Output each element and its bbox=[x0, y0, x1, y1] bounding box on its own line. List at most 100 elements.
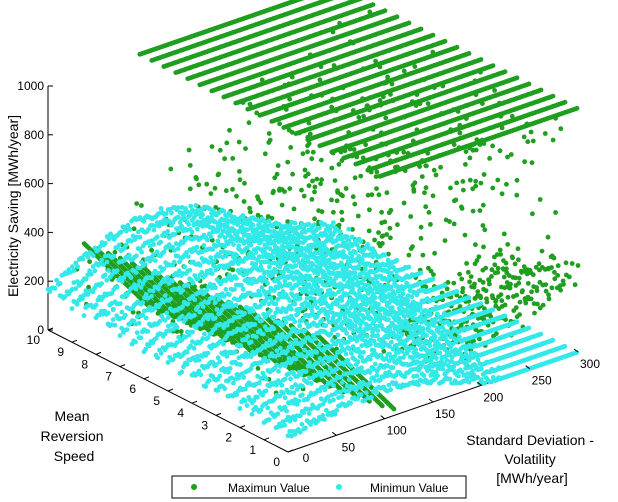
max-value-point bbox=[360, 155, 366, 161]
min-value-point bbox=[236, 216, 242, 222]
max-value-point bbox=[281, 104, 286, 109]
max-value-point bbox=[451, 221, 457, 227]
max-value-point bbox=[302, 167, 308, 173]
max-value-point bbox=[401, 200, 407, 206]
max-value-point bbox=[496, 306, 502, 311]
max-value-point bbox=[492, 88, 497, 93]
max-value-point bbox=[370, 2, 376, 7]
max-value-point bbox=[455, 109, 461, 114]
max-value-point bbox=[543, 282, 549, 287]
min-value-point bbox=[337, 229, 343, 235]
max-value-point bbox=[309, 93, 314, 98]
max-value-point bbox=[525, 294, 531, 300]
max-value-point bbox=[498, 113, 504, 119]
min-value-point bbox=[137, 234, 143, 240]
max-value-point bbox=[489, 274, 494, 279]
max-value-point bbox=[498, 292, 504, 297]
max-value-point bbox=[425, 101, 431, 106]
max-value-point bbox=[404, 51, 410, 57]
min-value-point bbox=[128, 275, 134, 280]
max-value-point bbox=[305, 171, 311, 177]
max-value-point bbox=[243, 146, 248, 152]
max-value-point bbox=[385, 77, 390, 83]
max-value-point bbox=[222, 156, 228, 162]
max-value-point bbox=[289, 129, 295, 135]
max-value-point bbox=[377, 64, 383, 70]
max-value-point bbox=[546, 292, 551, 298]
max-value-point bbox=[287, 186, 293, 192]
max-value-point bbox=[474, 258, 480, 263]
min-value-point bbox=[189, 229, 195, 235]
max-value-point bbox=[241, 199, 247, 204]
max-value-point bbox=[428, 222, 433, 227]
max-value-point bbox=[385, 152, 391, 158]
max-value-point bbox=[499, 284, 504, 290]
min-value-point bbox=[221, 208, 227, 214]
max-value-point bbox=[240, 100, 246, 105]
max-value-point bbox=[504, 181, 509, 187]
max-value-point bbox=[467, 155, 473, 161]
max-value-point bbox=[461, 187, 466, 193]
min-value-point bbox=[306, 235, 311, 241]
max-value-point bbox=[426, 265, 431, 271]
max-value-point bbox=[422, 190, 427, 196]
max-value-point bbox=[319, 92, 325, 98]
max-value-point bbox=[360, 66, 366, 72]
max-value-point bbox=[410, 138, 416, 144]
max-value-point bbox=[507, 285, 513, 291]
max-value-point bbox=[134, 201, 140, 207]
max-value-point bbox=[536, 261, 542, 267]
max-value-point bbox=[377, 98, 383, 103]
max-value-point bbox=[360, 96, 365, 101]
max-value-point bbox=[433, 172, 439, 178]
min-value-point bbox=[75, 264, 80, 270]
max-value-point bbox=[501, 231, 507, 237]
max-value-point bbox=[519, 289, 525, 295]
min-value-point bbox=[158, 239, 164, 245]
max-value-point bbox=[425, 150, 431, 156]
min-value-point bbox=[331, 220, 336, 226]
max-value-point bbox=[352, 175, 358, 181]
max-value-point bbox=[454, 180, 460, 186]
max-value-point bbox=[481, 244, 486, 250]
max-value-point bbox=[374, 169, 380, 175]
max-value-point bbox=[193, 175, 199, 180]
min-value-point bbox=[111, 306, 116, 312]
max-value-point bbox=[558, 126, 564, 132]
max-value-point bbox=[531, 301, 537, 306]
max-value-point bbox=[563, 260, 569, 266]
min-value-point bbox=[69, 306, 75, 311]
min-value-point bbox=[172, 232, 178, 237]
max-value-point bbox=[356, 115, 362, 120]
min-value-point bbox=[102, 272, 108, 278]
max-value-point bbox=[505, 294, 511, 300]
min-value-point bbox=[127, 226, 133, 232]
max-value-point bbox=[470, 186, 476, 192]
min-value-point bbox=[194, 244, 200, 250]
max-value-point bbox=[347, 39, 353, 45]
max-value-point bbox=[387, 225, 393, 231]
min-value-point bbox=[116, 242, 122, 248]
max-value-point bbox=[248, 209, 253, 215]
max-value-point bbox=[329, 165, 335, 171]
max-value-point bbox=[382, 219, 388, 225]
max-value-point bbox=[480, 101, 485, 106]
max-value-point bbox=[331, 63, 337, 68]
max-value-point bbox=[414, 127, 420, 133]
max-value-point bbox=[412, 64, 418, 69]
max-value-point bbox=[285, 159, 291, 165]
max-value-point bbox=[338, 192, 344, 197]
min-value-point bbox=[269, 224, 275, 229]
max-value-point bbox=[530, 211, 535, 217]
max-value-point bbox=[367, 207, 372, 213]
min-value-point bbox=[118, 301, 123, 306]
max-value-point bbox=[562, 99, 568, 105]
min-value-point bbox=[139, 249, 145, 255]
max-value-point bbox=[383, 141, 389, 147]
max-value-point bbox=[474, 137, 480, 143]
max-value-point bbox=[286, 81, 292, 87]
max-value-point bbox=[514, 75, 520, 81]
max-value-point bbox=[459, 204, 464, 210]
max-value-point bbox=[481, 172, 487, 177]
max-value-point bbox=[332, 117, 338, 123]
